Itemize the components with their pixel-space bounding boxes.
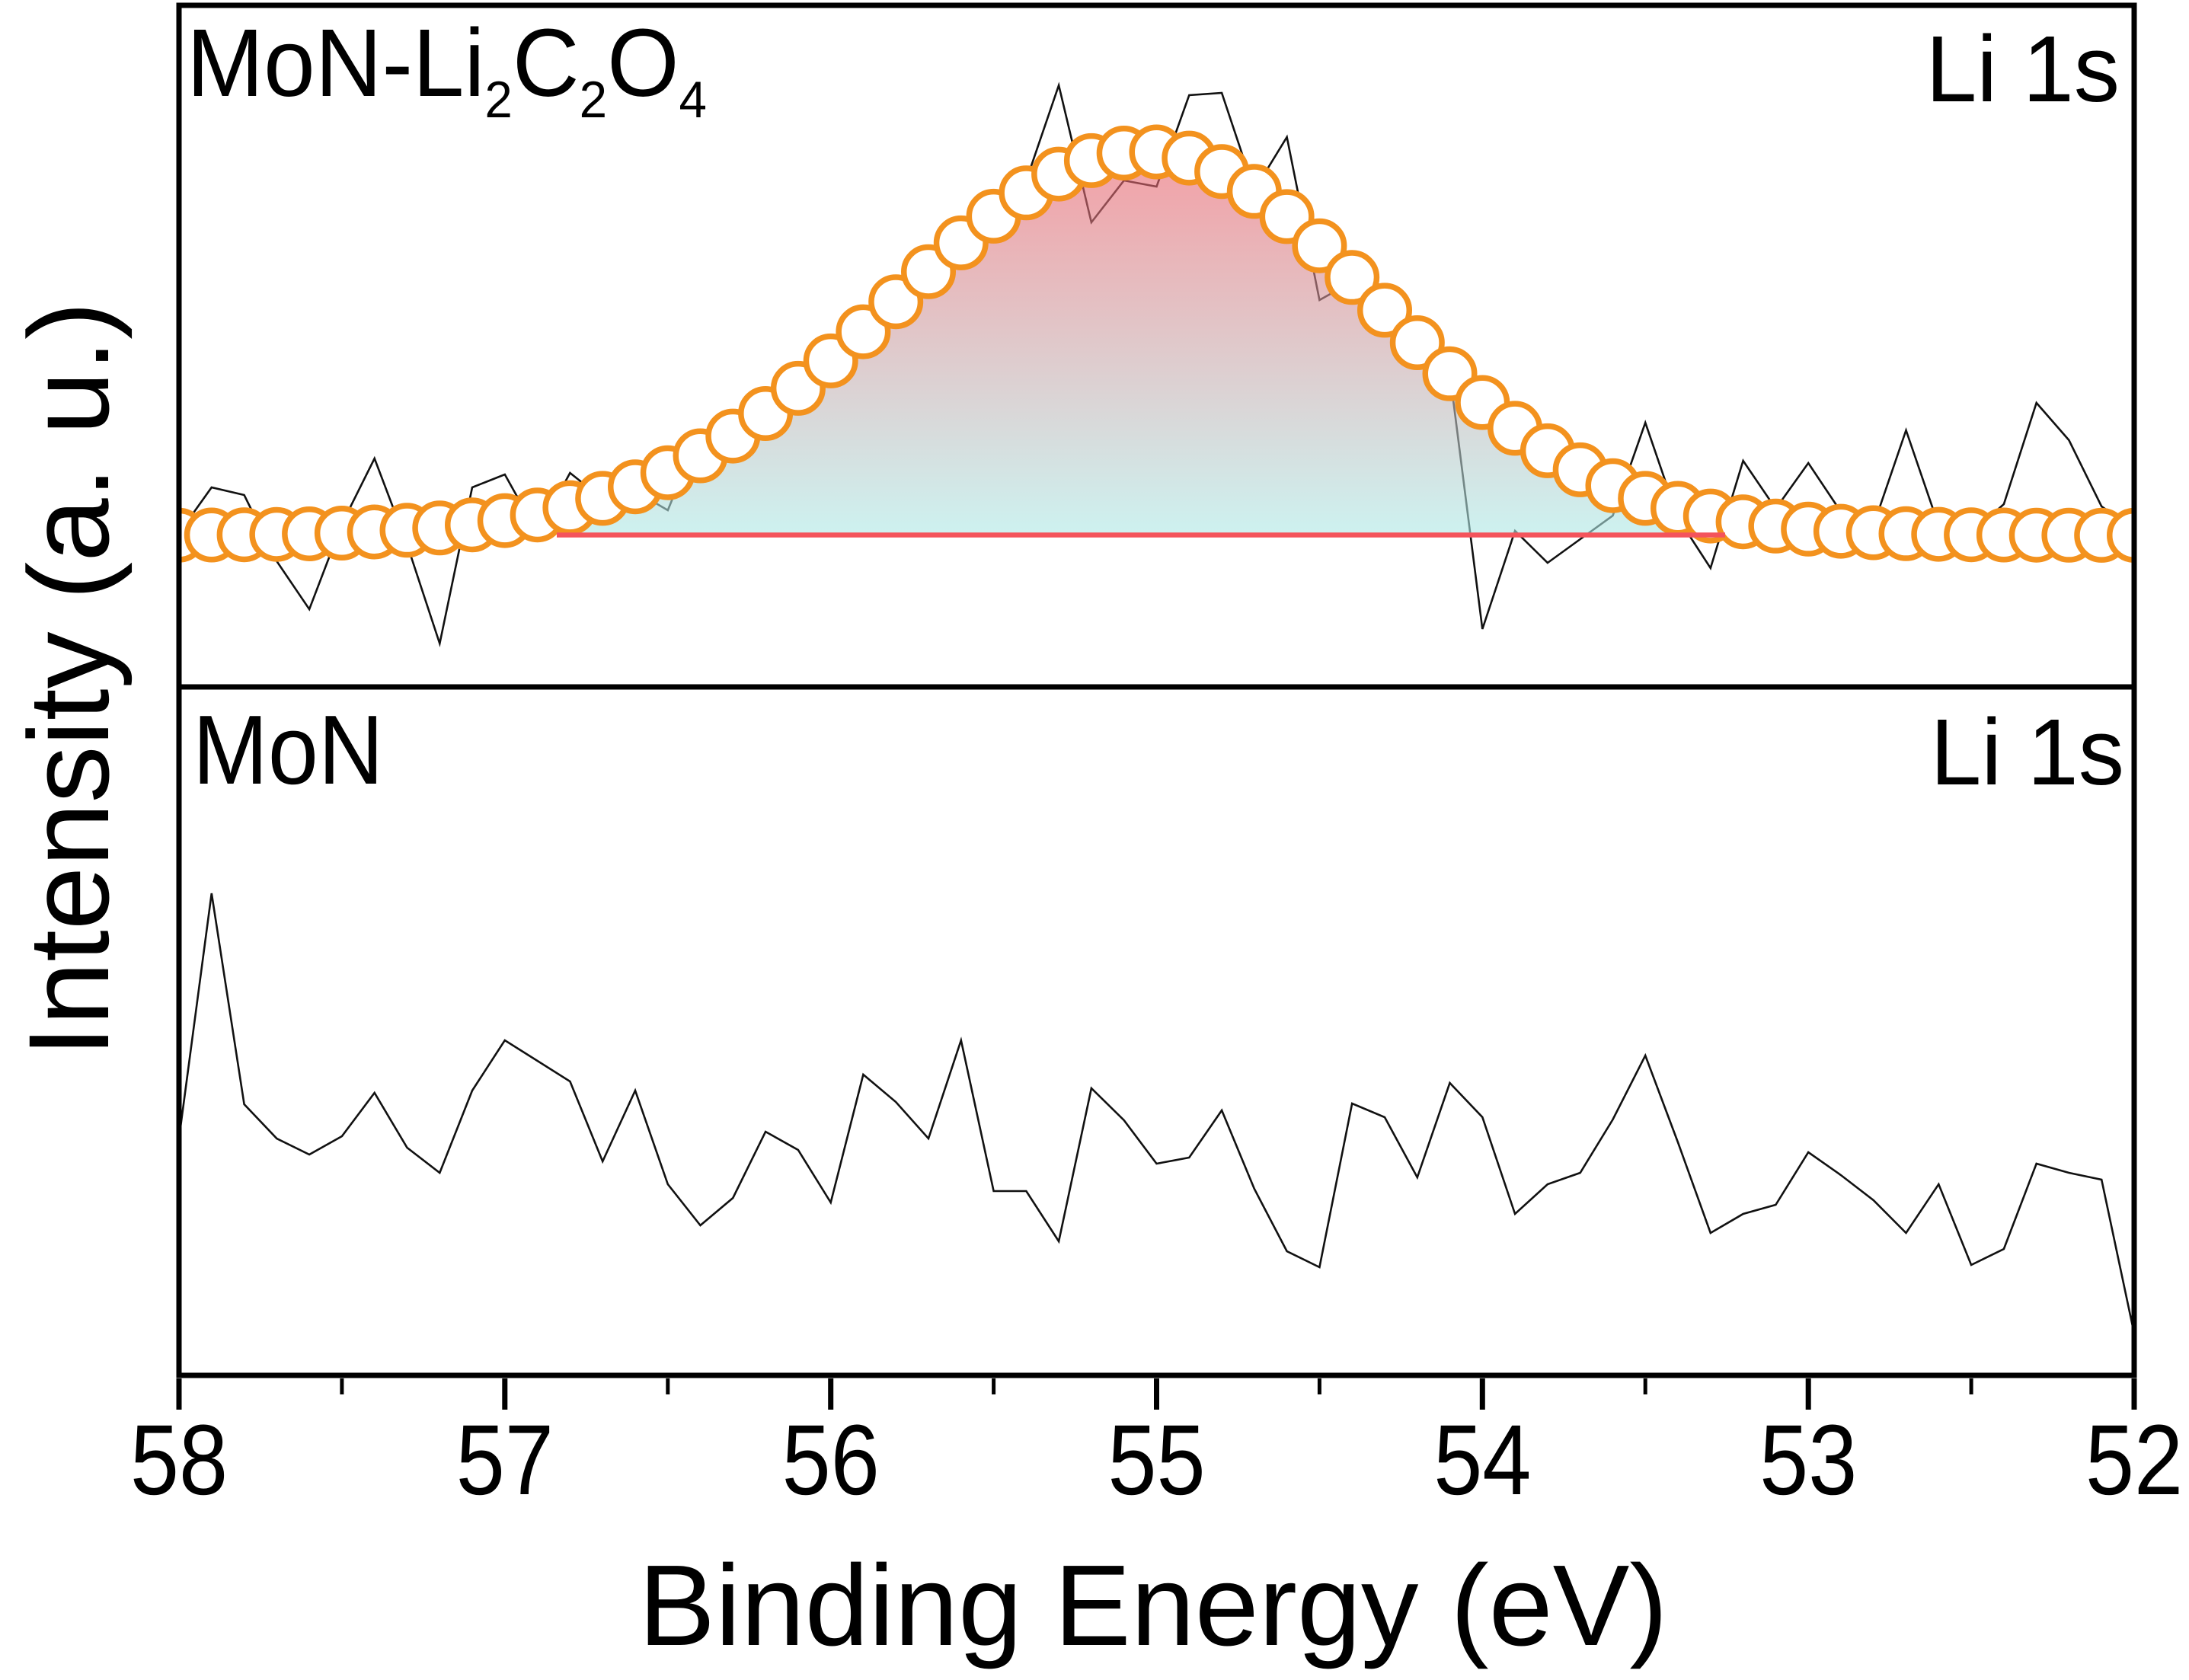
svg-text:Li 1s: Li 1s — [1930, 700, 2124, 804]
svg-text:MoN-Li2C2O4: MoN-Li2C2O4 — [187, 10, 707, 129]
svg-text:Intensity (a. u.): Intensity (a. u.) — [5, 302, 133, 1057]
svg-text:57: 57 — [456, 1404, 554, 1516]
svg-text:53: 53 — [1759, 1404, 1857, 1516]
svg-text:Li 1s: Li 1s — [1925, 17, 2120, 121]
svg-text:54: 54 — [1433, 1404, 1531, 1516]
svg-text:52: 52 — [2085, 1404, 2183, 1516]
svg-text:55: 55 — [1107, 1404, 1205, 1516]
svg-text:MoN: MoN — [193, 695, 384, 805]
svg-text:56: 56 — [782, 1404, 880, 1516]
svg-text:58: 58 — [130, 1404, 228, 1516]
svg-text:Binding Energy (eV): Binding Energy (eV) — [638, 1541, 1667, 1669]
